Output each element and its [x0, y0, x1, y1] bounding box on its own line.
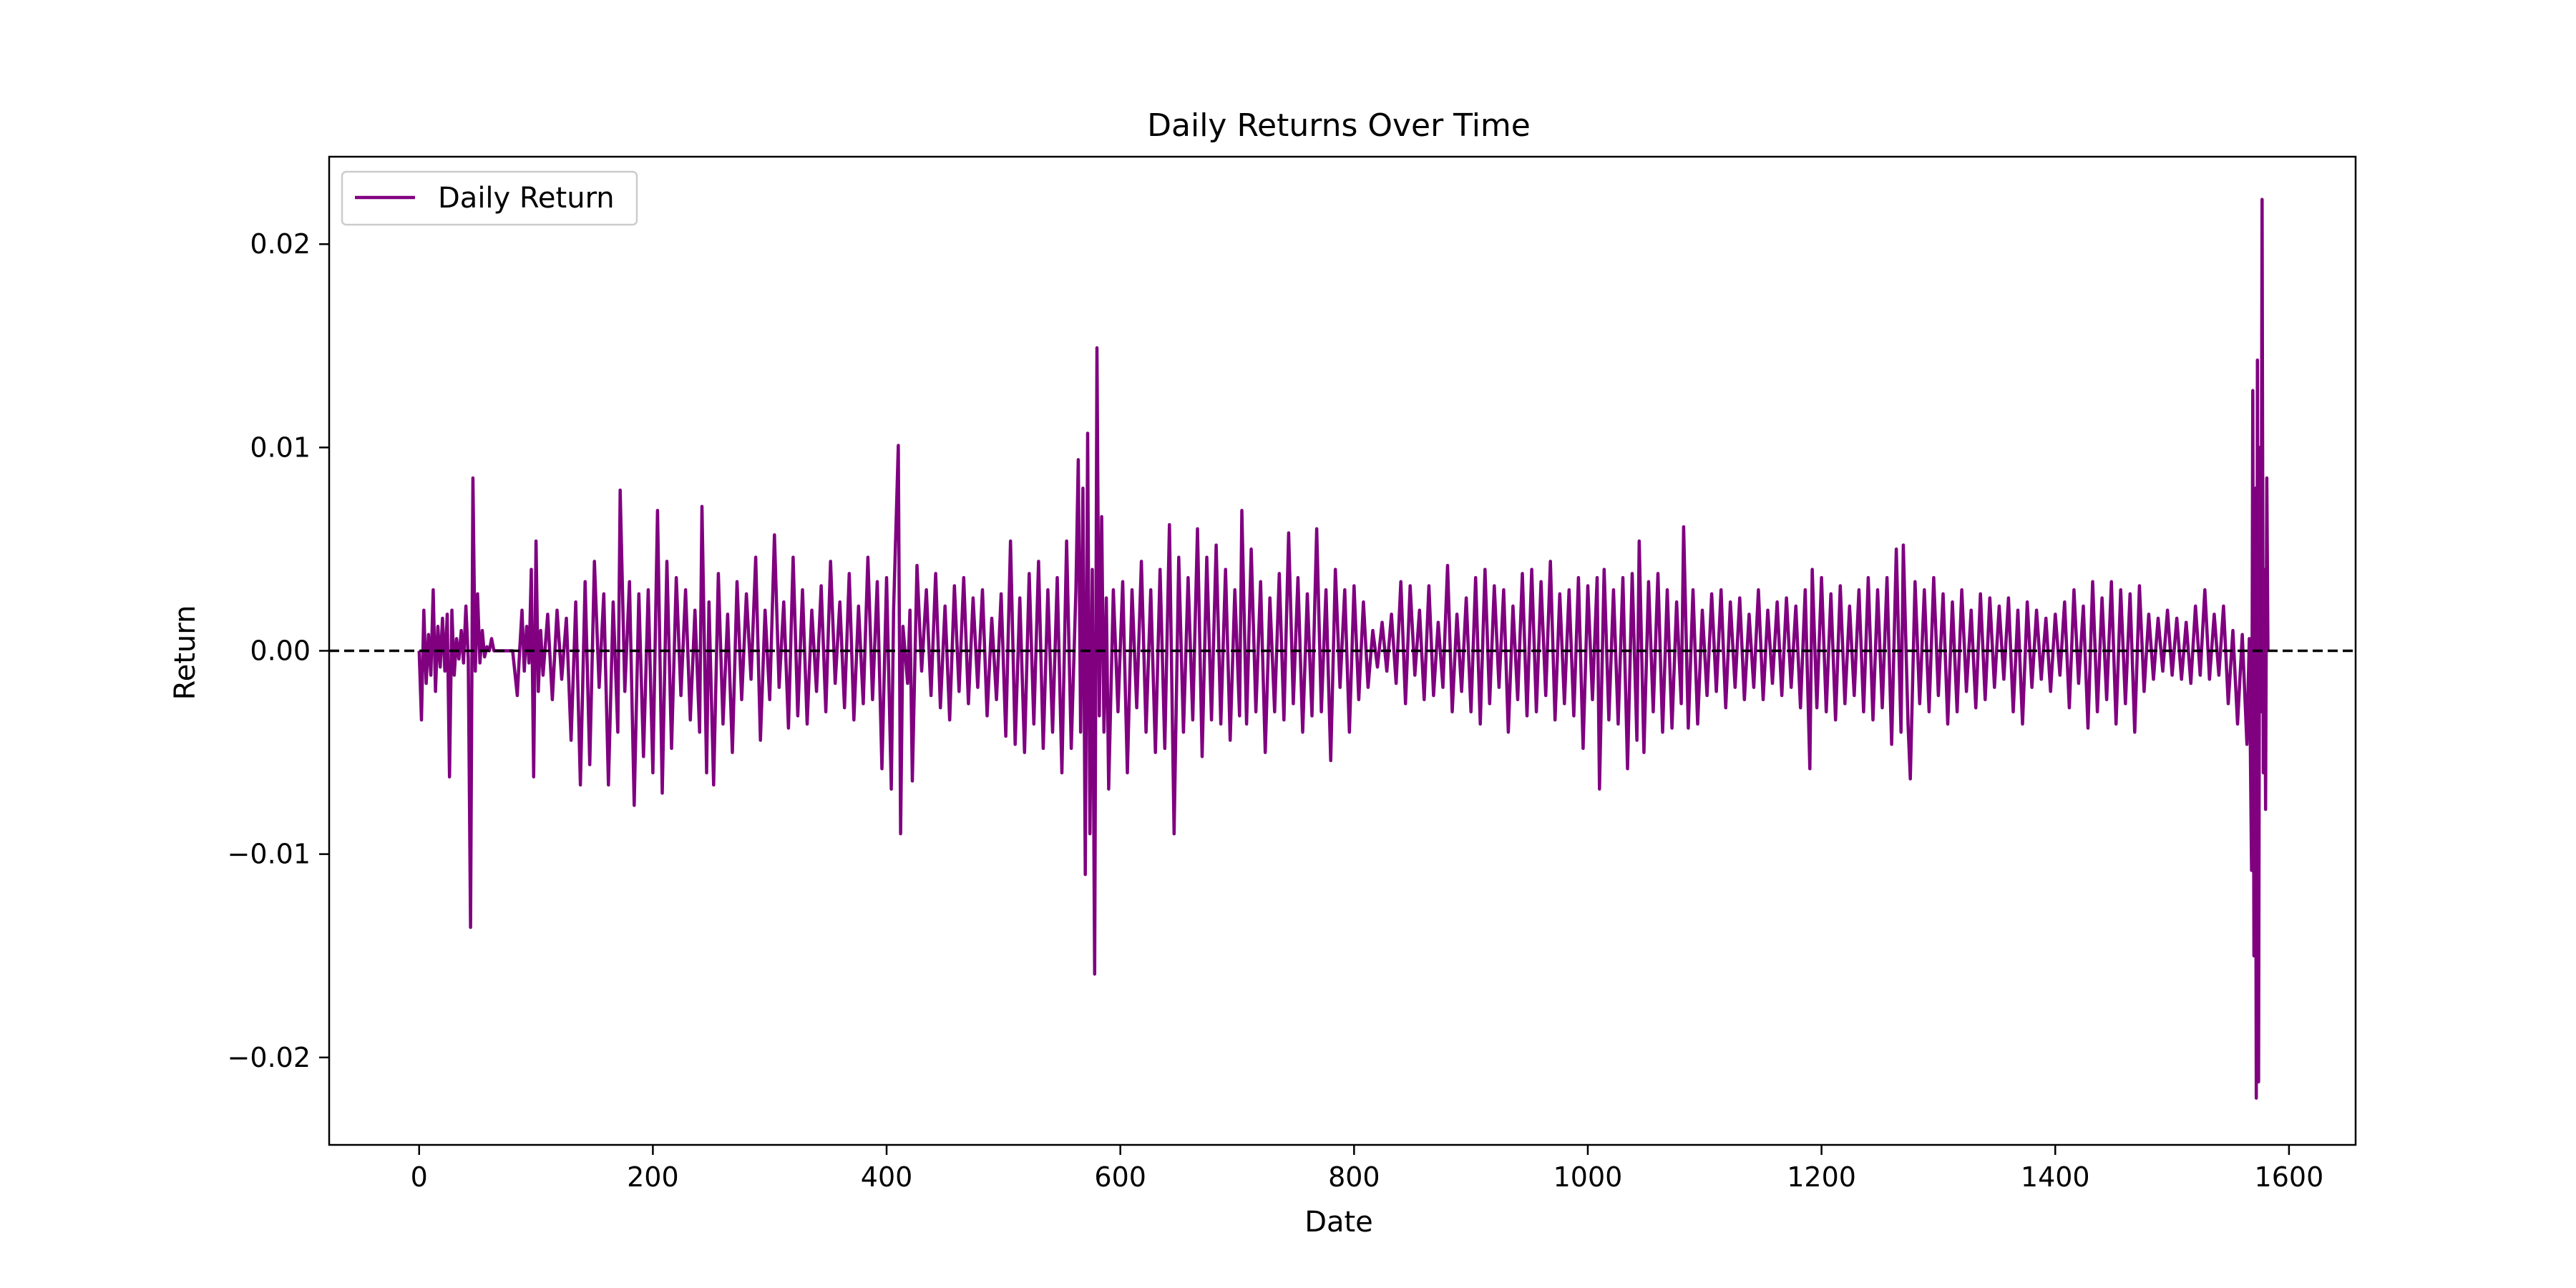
chart-title: Daily Returns Over Time	[1147, 107, 1531, 144]
y-tick-label: −0.01	[228, 839, 311, 870]
y-axis: −0.02 −0.01 0.00 0.01 0.02	[228, 228, 329, 1073]
x-tick-label: 0	[411, 1161, 428, 1193]
y-tick-label: −0.02	[228, 1042, 311, 1073]
series-line-daily-return	[417, 197, 2270, 1100]
legend: Daily Return	[341, 170, 638, 226]
x-tick-label: 1400	[2021, 1161, 2090, 1193]
x-tick-label: 1200	[1787, 1161, 1856, 1193]
x-tick-label: 1600	[2255, 1161, 2324, 1193]
x-tick-label: 600	[1094, 1161, 1146, 1193]
x-tick-label: 200	[627, 1161, 679, 1193]
x-tick-label: 400	[861, 1161, 913, 1193]
x-axis: 0 200 400 600 800 1000 1200 1400 1600	[411, 1145, 2324, 1193]
y-axis-label: Return	[169, 605, 202, 701]
legend-box	[341, 170, 638, 226]
y-tick-label: 0.01	[250, 431, 311, 463]
x-axis-label: Date	[1304, 1206, 1373, 1239]
legend-label-daily-return: Daily Return	[438, 182, 615, 215]
y-tick-label: 0.00	[250, 635, 311, 667]
x-tick-label: 1000	[1553, 1161, 1623, 1193]
y-tick-label: 0.02	[250, 228, 311, 260]
x-tick-label: 800	[1328, 1161, 1380, 1193]
